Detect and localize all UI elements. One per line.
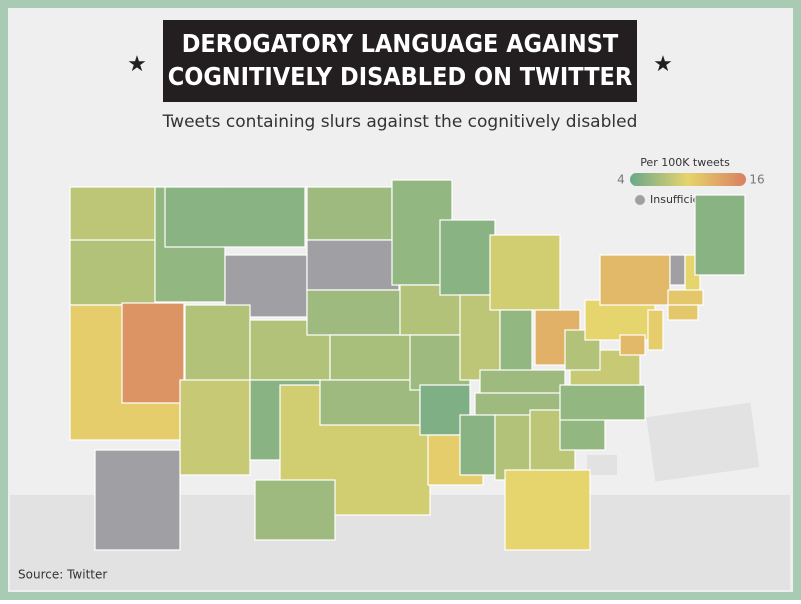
- source: Source: Twitter: [18, 568, 107, 582]
- region: [164, 186, 306, 248]
- region: [69, 239, 161, 306]
- region: [184, 304, 251, 384]
- region: [254, 479, 336, 541]
- legend-gradient: [630, 173, 746, 186]
- region: [584, 299, 656, 341]
- legend-max: 16: [749, 173, 764, 187]
- region: [667, 289, 704, 306]
- map: [69, 179, 746, 551]
- legend-missing-swatch: [635, 195, 645, 205]
- star: ★: [127, 52, 147, 77]
- region: [306, 239, 400, 291]
- region: [559, 384, 646, 421]
- region: [329, 334, 421, 381]
- region: [69, 186, 159, 243]
- legend-title: Per 100K tweets: [640, 156, 730, 169]
- region: [179, 379, 251, 476]
- region: [599, 254, 671, 306]
- region: [121, 302, 185, 404]
- subtitle: Tweets containing slurs against the cogn…: [162, 112, 638, 132]
- region: [439, 219, 496, 296]
- region: [669, 254, 686, 286]
- region: [647, 309, 664, 351]
- region: [499, 309, 533, 376]
- region: [504, 469, 591, 551]
- region: [489, 234, 561, 311]
- region: [494, 414, 531, 481]
- region: [306, 289, 408, 336]
- region: [667, 304, 699, 321]
- region: [306, 186, 393, 241]
- region: [694, 194, 746, 276]
- star: ★: [653, 52, 673, 77]
- region: [94, 449, 181, 551]
- title: COGNITIVELY DISABLED ON TWITTER: [168, 62, 633, 91]
- title-box: [163, 20, 637, 102]
- region: [619, 334, 646, 356]
- region: [399, 284, 466, 336]
- region: [319, 379, 421, 426]
- title: DEROGATORY LANGUAGE AGAINST: [182, 29, 619, 58]
- region: [459, 414, 496, 476]
- legend-min: 4: [617, 173, 625, 187]
